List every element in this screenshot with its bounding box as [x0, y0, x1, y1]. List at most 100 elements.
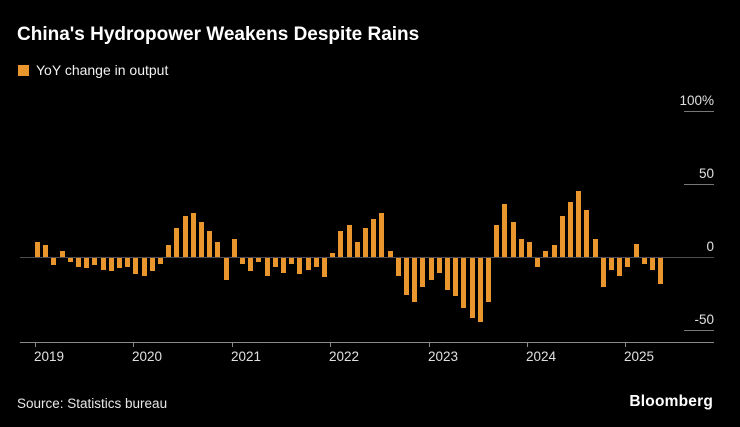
bar [494, 224, 500, 257]
bar [600, 258, 606, 288]
x-tick-2025 [625, 342, 626, 347]
x-tick-2024 [527, 342, 528, 347]
bar [363, 227, 368, 257]
legend-swatch-icon [18, 64, 29, 76]
y-tick-50 [684, 184, 714, 185]
bar [223, 258, 229, 280]
x-axis-label-2020: 2020 [132, 349, 163, 364]
x-axis-label-2022: 2022 [329, 349, 360, 364]
zero-gridline [20, 257, 714, 258]
bar [404, 258, 409, 295]
x-tick-2020 [133, 342, 134, 347]
bar [256, 258, 262, 263]
bar [174, 227, 180, 257]
bar [166, 245, 172, 257]
bar [117, 258, 122, 269]
bar [568, 201, 573, 257]
bar [248, 258, 254, 272]
bar [92, 258, 98, 266]
bar [346, 224, 352, 257]
x-tick-2019 [35, 342, 36, 347]
bar [182, 216, 188, 257]
bar [395, 258, 401, 276]
bar [338, 230, 344, 257]
bar [84, 258, 90, 269]
bar [436, 258, 442, 273]
bloomberg-logo: Bloomberg [629, 393, 713, 410]
x-tick-2023 [429, 342, 430, 347]
x-axis-line [20, 342, 714, 343]
x-axis-label-2019: 2019 [34, 349, 65, 364]
y-tick-neg50 [684, 330, 714, 331]
bar [543, 251, 549, 257]
bar [133, 258, 139, 275]
bar [461, 258, 467, 308]
bar [592, 239, 598, 257]
bar [108, 258, 114, 272]
bar [231, 239, 237, 257]
bar [264, 258, 270, 276]
bar [313, 258, 319, 267]
x-axis-label-2023: 2023 [428, 349, 459, 364]
bar [67, 258, 73, 263]
bar [35, 242, 40, 257]
bar [584, 210, 590, 257]
bar [379, 213, 385, 257]
bar [617, 258, 623, 276]
y-axis-label-0: 0 [706, 239, 714, 254]
bar [387, 251, 393, 257]
bar [354, 242, 360, 257]
bar [125, 258, 131, 267]
bar [559, 216, 565, 257]
bar [576, 191, 582, 257]
bar [420, 258, 426, 288]
bar [453, 258, 459, 296]
bar [158, 258, 163, 264]
bar [100, 258, 106, 270]
y-axis-label-50: 50 [698, 166, 714, 181]
x-axis-label-2025: 2025 [624, 349, 655, 364]
bar [322, 258, 327, 277]
bar [149, 258, 155, 272]
bar [272, 258, 278, 267]
bar [207, 230, 213, 257]
bar [59, 251, 65, 257]
bar [297, 258, 303, 275]
bar [510, 221, 516, 257]
bar [502, 204, 508, 257]
y-axis-label-100: 100% [679, 93, 714, 108]
bar [527, 242, 532, 257]
bar [330, 252, 336, 257]
bar [535, 258, 541, 267]
bar [641, 258, 647, 264]
bar [477, 258, 483, 323]
bar [215, 242, 221, 257]
bar [625, 258, 631, 267]
bar [141, 258, 147, 276]
bar [43, 245, 49, 257]
bar [305, 258, 311, 270]
bar [412, 258, 418, 302]
bar [609, 258, 614, 270]
bar [469, 258, 475, 318]
x-axis-label-2024: 2024 [526, 349, 557, 364]
legend-label: YoY change in output [36, 62, 169, 78]
x-axis-label-2021: 2021 [231, 349, 262, 364]
y-tick-100 [684, 111, 714, 112]
source-note: Source: Statistics bureau [17, 396, 168, 411]
bar [289, 258, 295, 264]
bar [518, 239, 524, 257]
legend: YoY change in output [18, 62, 168, 78]
plot-area [20, 111, 676, 330]
bar [658, 258, 664, 285]
bar [650, 258, 655, 270]
bar [240, 258, 245, 264]
bar [76, 258, 81, 267]
bar [371, 219, 377, 257]
bar [486, 258, 491, 302]
bar [551, 245, 557, 257]
bar [445, 258, 450, 291]
bar [428, 258, 434, 280]
bar [199, 221, 204, 257]
